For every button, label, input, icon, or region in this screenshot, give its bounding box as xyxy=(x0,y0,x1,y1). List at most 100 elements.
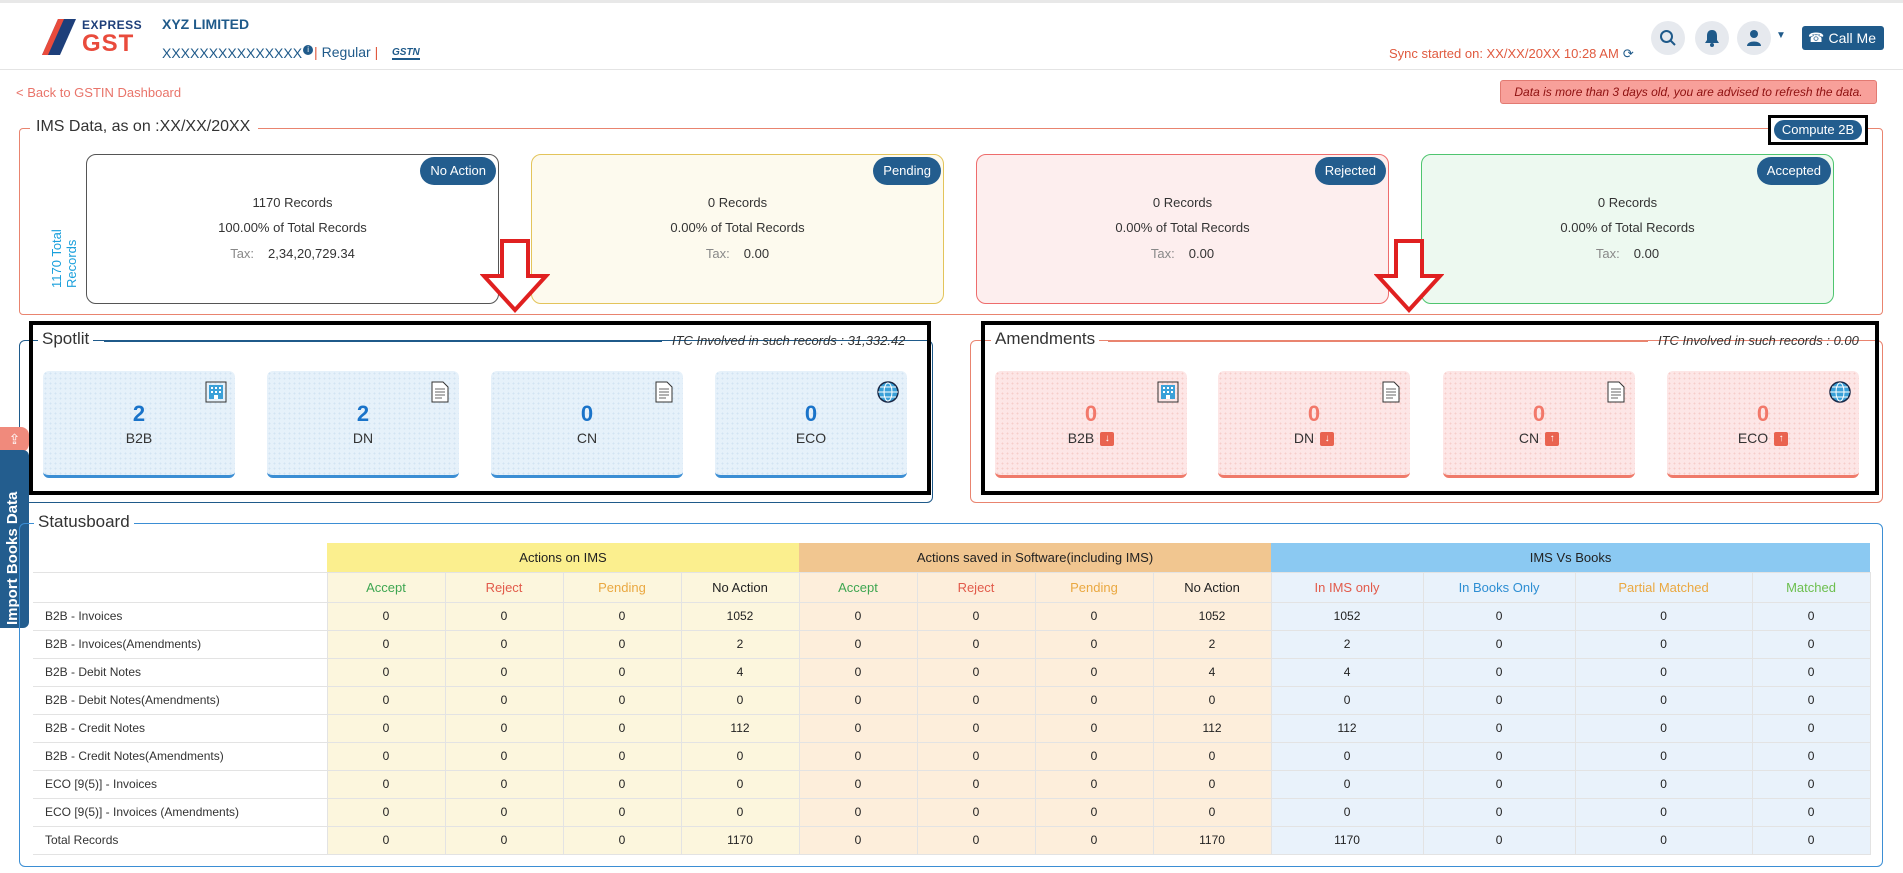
table-cell[interactable]: 0 xyxy=(916,741,1036,771)
table-cell[interactable]: 0 xyxy=(444,685,564,715)
table-cell[interactable]: 4 xyxy=(1270,657,1424,687)
table-cell[interactable]: 0 xyxy=(1751,741,1871,771)
info-icon[interactable]: i xyxy=(303,45,314,55)
table-cell[interactable]: 0 xyxy=(1574,713,1753,743)
table-cell[interactable]: 0 xyxy=(444,741,564,771)
table-cell[interactable]: 0 xyxy=(1422,713,1576,743)
call-me-button[interactable]: ☎ Call Me xyxy=(1802,26,1884,50)
table-cell[interactable]: 0 xyxy=(798,657,918,687)
status-card-rejected[interactable]: Rejected 0 Records 0.00% of Total Record… xyxy=(976,154,1389,304)
table-cell[interactable]: 0 xyxy=(1422,601,1576,631)
table-cell[interactable]: 0 xyxy=(444,769,564,799)
table-cell[interactable]: 0 xyxy=(916,713,1036,743)
back-to-dashboard-link[interactable]: < Back to GSTIN Dashboard xyxy=(16,85,182,100)
table-cell[interactable]: 0 xyxy=(326,629,446,659)
table-cell[interactable]: 0 xyxy=(1422,741,1576,771)
table-cell[interactable]: 0 xyxy=(1152,769,1272,799)
table-cell[interactable]: 0 xyxy=(916,601,1036,631)
table-cell[interactable]: 0 xyxy=(444,825,564,855)
table-cell[interactable]: 112 xyxy=(1152,713,1272,743)
table-cell[interactable]: 0 xyxy=(1422,657,1576,687)
table-cell[interactable]: 0 xyxy=(326,713,446,743)
table-cell[interactable]: 0 xyxy=(1034,657,1154,687)
table-cell[interactable]: 0 xyxy=(562,601,682,631)
table-cell[interactable]: 0 xyxy=(916,797,1036,827)
table-cell[interactable]: 0 xyxy=(1751,825,1871,855)
table-cell[interactable]: 0 xyxy=(326,797,446,827)
table-cell[interactable]: 0 xyxy=(916,629,1036,659)
table-cell[interactable]: 0 xyxy=(798,629,918,659)
table-cell[interactable]: 1170 xyxy=(1270,825,1424,855)
table-cell[interactable]: 0 xyxy=(1034,797,1154,827)
table-cell[interactable]: 0 xyxy=(680,685,800,715)
table-cell[interactable]: 2 xyxy=(1270,629,1424,659)
table-cell[interactable]: 0 xyxy=(1034,713,1154,743)
table-cell[interactable]: 0 xyxy=(798,601,918,631)
table-cell[interactable]: 0 xyxy=(1422,685,1576,715)
express-gst-logo[interactable]: EXPRESS GST xyxy=(40,17,145,57)
table-cell[interactable]: 0 xyxy=(1574,797,1753,827)
table-cell[interactable]: 0 xyxy=(444,797,564,827)
table-cell[interactable]: 0 xyxy=(1751,685,1871,715)
upload-icon[interactable]: ⇪ xyxy=(0,427,29,452)
table-cell[interactable]: 112 xyxy=(1270,713,1424,743)
table-cell[interactable]: 0 xyxy=(562,769,682,799)
status-card-no-action[interactable]: No Action 1170 Records 100.00% of Total … xyxy=(86,154,499,304)
table-cell[interactable]: 0 xyxy=(1751,657,1871,687)
table-cell[interactable]: 4 xyxy=(680,657,800,687)
table-cell[interactable]: 0 xyxy=(798,825,918,855)
table-cell[interactable]: 0 xyxy=(1034,629,1154,659)
table-cell[interactable]: 0 xyxy=(562,657,682,687)
table-cell[interactable]: 0 xyxy=(1034,685,1154,715)
table-cell[interactable]: 0 xyxy=(1751,713,1871,743)
table-cell[interactable]: 0 xyxy=(1751,797,1871,827)
table-cell[interactable]: 0 xyxy=(1422,769,1576,799)
table-cell[interactable]: 0 xyxy=(562,685,682,715)
table-cell[interactable]: 0 xyxy=(1751,769,1871,799)
table-cell[interactable]: 0 xyxy=(1422,797,1576,827)
spotlit-card-b2b[interactable]: 2 B2B xyxy=(43,371,235,478)
table-cell[interactable]: 0 xyxy=(1751,629,1871,659)
table-cell[interactable]: 0 xyxy=(798,769,918,799)
chevron-down-icon[interactable]: ▼ xyxy=(1776,30,1786,41)
spotlit-card-cn[interactable]: 0 CN xyxy=(491,371,683,478)
table-cell[interactable]: 0 xyxy=(444,601,564,631)
table-cell[interactable]: 0 xyxy=(326,741,446,771)
table-cell[interactable]: 0 xyxy=(562,629,682,659)
table-cell[interactable]: 0 xyxy=(1270,741,1424,771)
status-card-accepted[interactable]: Accepted 0 Records 0.00% of Total Record… xyxy=(1421,154,1834,304)
table-cell[interactable]: 0 xyxy=(1152,685,1272,715)
table-cell[interactable]: 4 xyxy=(1152,657,1272,687)
table-cell[interactable]: 0 xyxy=(680,797,800,827)
table-cell[interactable]: 0 xyxy=(798,713,918,743)
table-cell[interactable]: 0 xyxy=(444,657,564,687)
table-cell[interactable]: 1052 xyxy=(1270,601,1424,631)
table-cell[interactable]: 0 xyxy=(1270,769,1424,799)
table-cell[interactable]: 0 xyxy=(1422,825,1576,855)
table-cell[interactable]: 0 xyxy=(1751,601,1871,631)
table-cell[interactable]: 0 xyxy=(326,769,446,799)
table-cell[interactable]: 0 xyxy=(916,685,1036,715)
table-cell[interactable]: 0 xyxy=(1034,825,1154,855)
spotlit-card-dn[interactable]: 2 DN xyxy=(267,371,459,478)
table-cell[interactable]: 0 xyxy=(444,713,564,743)
table-cell[interactable]: 0 xyxy=(326,825,446,855)
table-cell[interactable]: 0 xyxy=(1270,797,1424,827)
table-cell[interactable]: 0 xyxy=(562,825,682,855)
table-cell[interactable]: 0 xyxy=(798,741,918,771)
amendment-card-eco[interactable]: 0 ECO ↑ xyxy=(1667,371,1859,478)
table-cell[interactable]: 0 xyxy=(916,825,1036,855)
refresh-icon[interactable]: ⟳ xyxy=(1622,46,1634,61)
amendment-card-dn[interactable]: 0 DN ↓ xyxy=(1218,371,1410,478)
compute-2b-button[interactable]: Compute 2B xyxy=(1774,120,1862,140)
search-icon[interactable] xyxy=(1651,21,1685,55)
table-cell[interactable]: 0 xyxy=(1574,601,1753,631)
table-cell[interactable]: 0 xyxy=(1574,657,1753,687)
table-cell[interactable]: 0 xyxy=(916,657,1036,687)
table-cell[interactable]: 0 xyxy=(1152,741,1272,771)
table-cell[interactable]: 0 xyxy=(680,769,800,799)
status-card-pending[interactable]: Pending 0 Records 0.00% of Total Records… xyxy=(531,154,944,304)
table-cell[interactable]: 0 xyxy=(680,741,800,771)
spotlit-card-eco[interactable]: 0 ECO xyxy=(715,371,907,478)
table-cell[interactable]: 1170 xyxy=(1152,825,1272,855)
